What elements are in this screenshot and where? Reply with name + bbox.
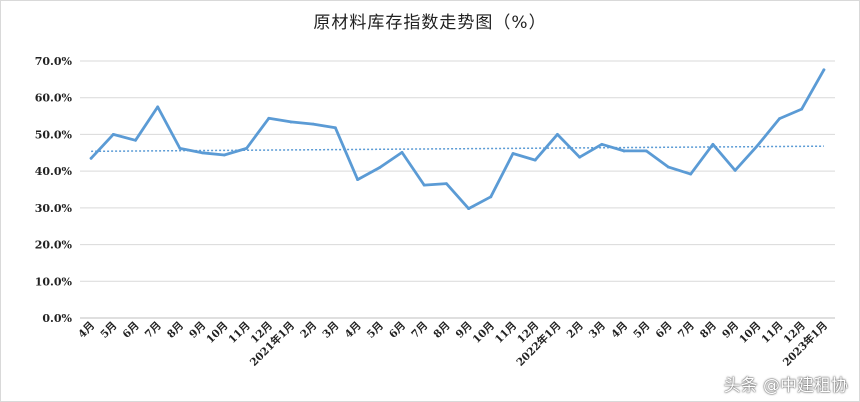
data-point [289,120,293,124]
data-point [200,151,204,155]
x-tick-label: 6月 [121,320,142,341]
x-tick-label: 3月 [587,320,608,341]
data-point [400,151,404,154]
x-tick-label: 10月 [737,320,763,346]
x-tick-label: 6月 [653,320,674,341]
x-tick-label: 5月 [631,320,652,341]
data-point [134,138,137,142]
data-point [556,133,559,136]
data-point [778,117,781,121]
data-point [689,172,693,176]
x-tick-label: 6月 [387,320,408,341]
data-point [156,105,160,109]
x-tick-label: 11月 [759,320,785,346]
y-tick-label: 10.0% [35,275,73,288]
y-tick-label: 60.0% [35,92,73,105]
data-point [311,122,315,126]
data-point [667,165,670,169]
y-tick-label: 20.0% [35,239,73,252]
series-line [89,68,826,211]
x-tick-label: 10月 [471,320,497,346]
data-point [245,146,248,150]
x-tick-label: 4月 [343,320,364,341]
y-tick-label: 50.0% [35,128,73,141]
data-point [733,169,737,172]
x-tick-label: 8月 [165,320,186,341]
data-point [444,182,448,186]
x-tick-label: 5月 [365,320,386,341]
x-tick-label: 5月 [98,320,119,341]
data-point [356,178,359,181]
x-tick-label: 10月 [204,320,230,346]
x-tick-label: 4月 [609,320,630,341]
data-point [600,142,604,146]
x-tick-label: 7月 [143,320,164,341]
x-tick-label: 7月 [409,320,430,341]
data-point [755,144,759,148]
data-point [578,155,582,159]
data-point [533,158,537,162]
x-tick-label: 7月 [676,320,697,341]
data-point [644,149,648,153]
data-point [178,146,182,150]
data-point [267,116,271,120]
data-point [422,183,426,187]
data-point [489,195,493,199]
watermark: 头条 @中建租协 [723,376,848,396]
y-tick-label: 30.0% [35,202,73,215]
chart-title: 原材料库存指数走势图（%） [313,13,547,33]
data-point [511,152,515,155]
x-tick-label: 2月 [298,320,319,341]
y-tick-label: 40.0% [35,165,73,178]
x-tick-label: 3月 [320,320,341,341]
x-tick-label: 2月 [565,320,586,341]
x-tick-label: 8月 [698,320,719,341]
x-tick-label: 4月 [76,320,97,341]
data-point [333,126,337,130]
data-point [222,153,226,157]
data-point [111,133,115,136]
data-point [711,142,715,146]
y-tick-label: 70.0% [35,55,73,68]
data-point [622,149,626,153]
x-tick-label: 11月 [493,320,519,346]
x-tick-label: 11月 [226,320,252,346]
data-point [467,207,471,210]
data-point [822,68,826,72]
y-tick-label: 0.0% [42,312,72,325]
x-tick-label: 8月 [431,320,452,341]
data-point [89,156,93,160]
data-point [378,166,382,169]
data-point [800,107,804,111]
